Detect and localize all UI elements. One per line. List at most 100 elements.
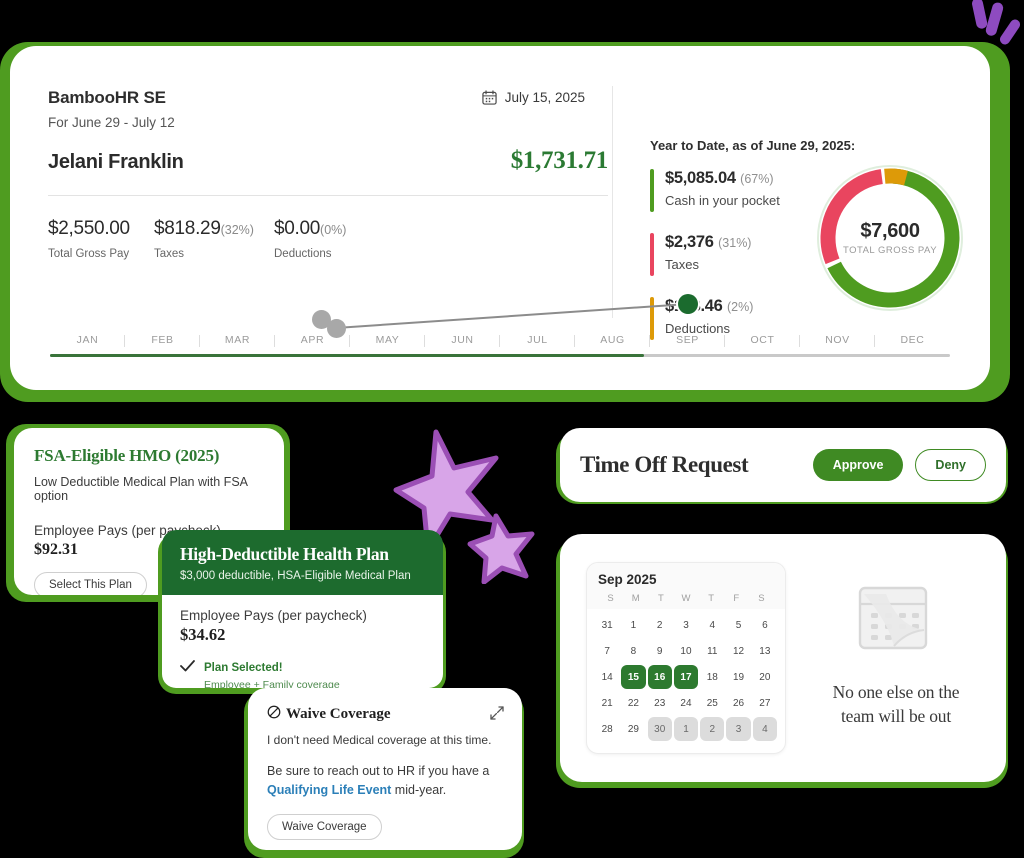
hdhp-pays-label: Employee Pays (per paycheck)	[180, 608, 367, 623]
weekday-th: T	[708, 593, 715, 604]
calendar-day[interactable]: 22	[627, 697, 639, 709]
calendar-day[interactable]: 20	[759, 671, 771, 683]
time-off-actions: Approve Deny	[812, 449, 986, 481]
timeline-month-mar[interactable]: MAR	[200, 334, 275, 347]
hdhp-plan-card: High-Deductible Health Plan $3,000 deduc…	[162, 530, 443, 688]
legend-swatch	[650, 297, 654, 340]
month-calendar[interactable]: Sep 2025 S M T W T F S 31 1 2 3 4 5 6 7 8 9 10 11 12…	[586, 562, 786, 754]
calendar-day[interactable]: 28	[601, 723, 613, 735]
calendar-day[interactable]: 8	[630, 645, 637, 657]
expand-arrows-icon[interactable]	[490, 706, 504, 720]
calendar-day[interactable]: 7	[604, 645, 610, 657]
stat-taxes: $818.29(32%) Taxes	[154, 218, 274, 260]
ytd-row-cash: $5,085.04 (67%) Cash in your pocket	[650, 169, 980, 212]
calendar-day[interactable]: 12	[733, 645, 745, 657]
calendar-day[interactable]: 23	[654, 697, 666, 709]
stat-amount: $0.00	[274, 218, 321, 239]
calendar-day[interactable]: 9	[656, 645, 663, 657]
calendar-day[interactable]: 6	[762, 619, 768, 631]
calendar-day[interactable]: 3	[726, 717, 751, 741]
hdhp-amount: $34.62	[180, 625, 226, 644]
calendar-day[interactable]: 17	[673, 665, 699, 689]
calendar-day[interactable]: 27	[759, 697, 771, 709]
time-off-request-card: Time Off Request Approve Deny	[560, 428, 1006, 502]
hdhp-selected-coverage: Employee + Family coverage	[204, 679, 340, 688]
timeline-month-may[interactable]: MAY	[350, 334, 425, 347]
fsa-amount: $92.31	[34, 541, 78, 558]
no-one-out-line2: team will be out	[840, 705, 952, 726]
calendar-day[interactable]: 2	[700, 717, 725, 741]
timeline-dot-current[interactable]	[678, 294, 698, 314]
calendar-weekday-row: S M T W T F S	[598, 593, 774, 604]
fsa-plan-title: FSA-Eligible HMO (2025)	[34, 446, 220, 465]
deny-button[interactable]: Deny	[915, 449, 986, 481]
calendar-day[interactable]: 18	[706, 671, 718, 683]
ytd-row-taxes: $2,376 (31%) Taxes	[650, 233, 980, 276]
approve-button[interactable]: Approve	[812, 449, 904, 481]
paystub-stats: $2,550.00 Total Gross Pay $818.29(32%) T…	[48, 218, 608, 260]
calendar-day[interactable]: 14	[601, 671, 613, 683]
donut-caption: TOTAL GROSS PAY	[842, 245, 938, 256]
qualifying-life-event-link[interactable]: Qualifying Life Event	[267, 783, 392, 798]
timeline-progress-fill	[50, 354, 644, 357]
timeline-month-sep[interactable]: SEP	[650, 334, 725, 347]
timeline-month-feb[interactable]: FEB	[125, 334, 200, 347]
paystub-summary: BambooHR SE For June 29 - July 12 Jelani…	[48, 88, 608, 260]
company-name: BambooHR SE	[48, 88, 166, 107]
weekday-sa: S	[758, 593, 765, 604]
donut-center-label: $7,600 TOTAL GROSS PAY	[810, 158, 970, 318]
timeline-dot-past-1[interactable]	[312, 310, 331, 329]
timeline-track	[50, 354, 950, 357]
timeline-month-nov[interactable]: NOV	[800, 334, 875, 347]
stat-label: Deductions	[274, 248, 332, 260]
timeline-month-oct[interactable]: OCT	[725, 334, 800, 347]
select-this-plan-button[interactable]: Select This Plan	[34, 572, 147, 595]
calendar-month-label: Sep 2025	[598, 572, 657, 587]
ytd-label: Taxes	[665, 257, 699, 272]
calendar-day[interactable]: 2	[656, 619, 663, 631]
calendar-day[interactable]: 1	[673, 717, 699, 741]
timeline-month-dec[interactable]: DEC	[900, 334, 925, 346]
timeline-month-aug[interactable]: AUG	[575, 334, 650, 347]
calendar-day[interactable]: 15	[621, 665, 646, 689]
ytd-label: Cash in your pocket	[665, 193, 780, 208]
stat-amount: $2,550.00	[48, 218, 130, 239]
stat-label: Total Gross Pay	[48, 248, 130, 260]
calendar-day[interactable]: 11	[707, 645, 718, 657]
waive-coverage-button[interactable]: Waive Coverage	[267, 813, 382, 840]
divider	[48, 195, 608, 196]
timeline-month-jan[interactable]: JAN	[50, 334, 125, 347]
calendar-day[interactable]: 26	[733, 697, 745, 709]
ytd-amount: $2,376	[665, 233, 714, 251]
timeline-month-jun[interactable]: JUN	[425, 334, 500, 347]
calendar-day[interactable]: 13	[759, 645, 771, 657]
calendar-day[interactable]: 29	[627, 723, 639, 735]
timeline-month-labels: JAN FEB MAR APR MAY JUN JUL AUG SEP OCT …	[50, 334, 950, 347]
ytd-amount: $5,085.04	[665, 169, 736, 187]
calendar-day[interactable]: 24	[680, 697, 692, 709]
timeline-month-jul[interactable]: JUL	[500, 334, 575, 347]
calendar-day[interactable]: 10	[680, 645, 692, 657]
stat-total-gross-pay: $2,550.00 Total Gross Pay	[48, 218, 154, 260]
ytd-label: Deductions	[665, 321, 731, 336]
calendar-day[interactable]: 31	[601, 619, 613, 631]
calendar-day-grid[interactable]: 31 1 2 3 4 5 6 7 8 9 10 11 12 13 14 15 16 17 18 19 20 21 22 23 2…	[587, 609, 785, 748]
calendar-day[interactable]: 4	[709, 619, 716, 631]
calendar-day[interactable]: 1	[630, 619, 637, 631]
timeline-dot-past-2[interactable]	[327, 319, 346, 338]
calendar-day[interactable]: 16	[647, 665, 672, 689]
no-one-out-panel: No one else on the team will be out	[786, 534, 1006, 782]
timeline-month-apr[interactable]: APR	[275, 334, 350, 347]
pay-timeline[interactable]: JAN FEB MAR APR MAY JUN JUL AUG SEP OCT …	[50, 284, 950, 364]
calendar-day[interactable]: 3	[683, 619, 689, 631]
waive-title-row: Waive Coverage	[267, 705, 503, 724]
calendar-day[interactable]: 19	[733, 671, 745, 683]
ytd-donut-chart: $7,600 TOTAL GROSS PAY	[810, 158, 970, 318]
waive-line2-post: mid-year.	[391, 783, 447, 798]
calendar-day[interactable]: 4	[752, 717, 777, 741]
calendar-day[interactable]: 21	[601, 697, 613, 709]
calendar-day[interactable]: 25	[706, 697, 718, 709]
pay-period: For June 29 - July 12	[48, 115, 175, 130]
calendar-day[interactable]: 5	[735, 619, 742, 631]
calendar-day[interactable]: 30	[647, 717, 672, 741]
